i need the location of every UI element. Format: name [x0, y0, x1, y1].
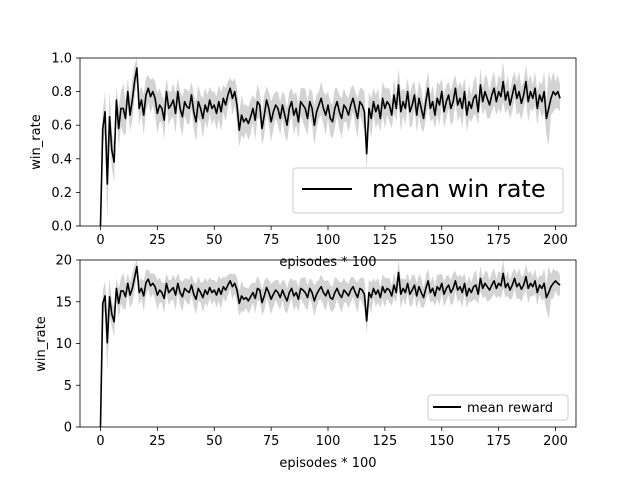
reward-y-tick-label: 15 [55, 295, 72, 310]
win-rate-x-tick-label: 25 [149, 233, 166, 248]
reward-x-tick-label: 75 [263, 434, 280, 449]
reward-y-tick-label: 0 [64, 421, 72, 436]
win-rate-std-band-0 [100, 58, 561, 226]
reward-line-layer [99, 265, 561, 428]
reward-y-axis-label: win_rate [34, 316, 49, 371]
reward-std-band-0 [100, 260, 561, 427]
reward-x-tick-label: 100 [316, 434, 341, 449]
reward-x-tick-label: 0 [96, 434, 104, 449]
win-rate-y-tick-label: 0.6 [51, 119, 72, 134]
win-rate-std-band-layer [100, 58, 561, 226]
reward-y-tick-label: 10 [55, 337, 72, 352]
reward-x-tick-label: 125 [372, 434, 397, 449]
win-rate-legend-box [292, 167, 564, 214]
reward-y-tick-label: 5 [64, 379, 72, 394]
win-rate-x-tick-label: 50 [206, 233, 223, 248]
reward-x-axis-label: episodes * 100 [279, 456, 376, 471]
reward-legend: mean reward [427, 394, 569, 421]
win-rate-x-tick-label: 175 [486, 233, 511, 248]
win-rate-y-ticks: 0.0 0.2 0.4 0.6 0.8 1.0 [51, 52, 80, 235]
reward-panel: 0 25 50 75 100 125 150 175 200 0 5 10 15 20 win_rate… [34, 254, 577, 471]
win-rate-y-tick-label: 0.8 [51, 85, 72, 100]
win-rate-legend-label: mean win rate [372, 175, 546, 203]
win-rate-x-axis-label: episodes * 100 [279, 255, 376, 270]
win-rate-y-axis-label: win_rate [29, 114, 44, 169]
reward-x-tick-label: 25 [149, 434, 166, 449]
win-rate-legend: mean win rate [292, 167, 564, 214]
win-rate-x-tick-label: 100 [316, 233, 341, 248]
win-rate-line-layer [99, 67, 561, 227]
reward-x-tick-label: 175 [486, 434, 511, 449]
win-rate-series-line-0 [99, 67, 561, 227]
reward-legend-label: mean reward [467, 401, 553, 416]
reward-series-line-0 [99, 265, 561, 428]
win-rate-x-tick-label: 125 [372, 233, 397, 248]
win-rate-x-tick-label: 75 [263, 233, 280, 248]
win-rate-y-tick-label: 0.2 [51, 186, 72, 201]
reward-std-band-layer [100, 260, 561, 427]
reward-y-tick-label: 20 [55, 254, 72, 269]
reward-legend-box [427, 394, 569, 421]
reward-x-tick-label: 200 [543, 434, 568, 449]
win-rate-x-tick-label: 150 [429, 233, 454, 248]
win-rate-y-tick-label: 0.4 [51, 152, 72, 167]
win-rate-x-ticks: 0 25 50 75 100 125 150 175 200 [96, 226, 568, 248]
reward-x-tick-label: 50 [206, 434, 223, 449]
win-rate-x-tick-label: 200 [543, 233, 568, 248]
win-rate-y-tick-label: 0.0 [51, 220, 72, 235]
reward-y-ticks: 0 5 10 15 20 [55, 254, 80, 436]
reward-x-tick-label: 150 [429, 434, 454, 449]
win-rate-panel: 0 25 50 75 100 125 150 175 200 0.0 0.2 0.4 0.6 0.8 1.… [29, 52, 577, 270]
win-rate-x-tick-label: 0 [96, 233, 104, 248]
reward-x-ticks: 0 25 50 75 100 125 150 175 200 [96, 427, 568, 449]
win-rate-y-tick-label: 1.0 [51, 52, 72, 67]
